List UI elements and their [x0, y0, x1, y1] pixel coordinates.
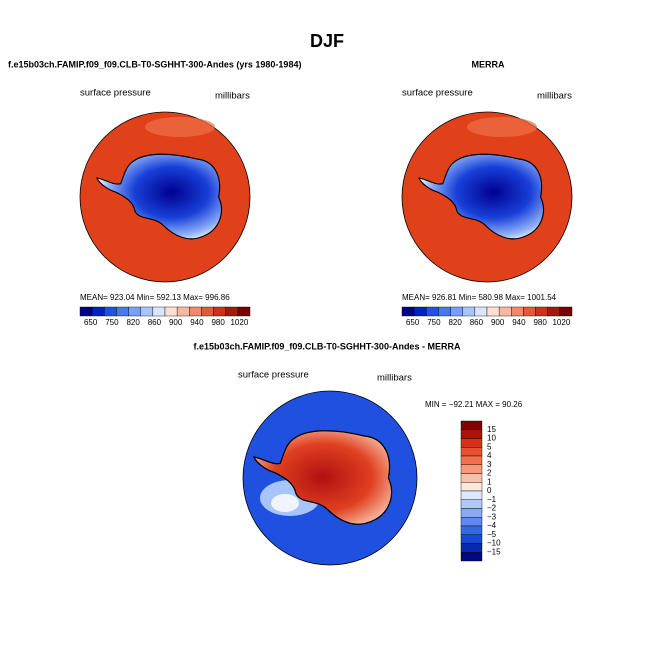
- colorbar-box: [460, 473, 483, 483]
- map-anomaly: [145, 117, 215, 137]
- panel-title: MERRA: [472, 59, 505, 69]
- colorbar-label: 650: [406, 318, 420, 327]
- map-units: millibars: [537, 91, 572, 102]
- colorbar-label: 1020: [230, 318, 248, 327]
- colorbar-label: 650: [84, 318, 98, 327]
- colorbar-label: 15: [487, 425, 496, 434]
- colorbar-box: [460, 464, 483, 474]
- colorbar-label: 860: [148, 318, 162, 327]
- colorbar-label: 10: [487, 434, 496, 443]
- colorbar-box: [486, 306, 500, 317]
- colorbar-box: [79, 306, 93, 317]
- colorbar-box: [401, 306, 415, 317]
- colorbar-box: [116, 306, 129, 317]
- colorbar-label: 0: [487, 486, 492, 495]
- colorbar-label: 2: [487, 469, 492, 478]
- colorbar-label: −15: [487, 547, 501, 556]
- colorbar-box: [91, 306, 105, 317]
- colorbar-label: 5: [487, 442, 492, 451]
- colorbar-box: [450, 306, 463, 317]
- colorbar-label: 860: [470, 318, 484, 327]
- map-label: surface pressure: [402, 88, 473, 99]
- colorbar-box: [460, 455, 483, 465]
- colorbar-box: [460, 429, 483, 439]
- colorbar-box: [104, 306, 117, 317]
- colorbar-label: −10: [487, 539, 501, 548]
- colorbar-box: [152, 306, 166, 317]
- colorbar-box: [128, 306, 141, 317]
- map-label: surface pressure: [80, 88, 151, 99]
- colorbar-label: 980: [211, 318, 225, 327]
- colorbar-box: [547, 306, 561, 317]
- colorbar-label: 1: [487, 477, 492, 486]
- colorbar-label: −4: [487, 521, 497, 530]
- colorbar-box: [201, 306, 214, 317]
- colorbar-box: [523, 306, 536, 317]
- colorbar-box: [559, 306, 573, 317]
- panel-title: f.e15b03ch.FAMIP.f09_f09.CLB-T0-SGHHT-30…: [8, 59, 301, 69]
- colorbar-box: [460, 482, 483, 492]
- colorbar-box: [460, 525, 483, 535]
- colorbar-label: −3: [487, 512, 497, 521]
- colorbar-label: 750: [427, 318, 441, 327]
- colorbar-box: [460, 499, 483, 509]
- map-anomaly: [271, 494, 299, 512]
- colorbar-label: 900: [491, 318, 505, 327]
- colorbar-label: 1020: [552, 318, 570, 327]
- colorbar-box: [462, 306, 476, 317]
- colorbar-label: 820: [448, 318, 462, 327]
- colorbar-label: 820: [126, 318, 140, 327]
- colorbar-box: [460, 438, 483, 448]
- colorbar-box: [498, 306, 512, 317]
- colorbar-box: [511, 306, 524, 317]
- map-label: surface pressure: [238, 370, 309, 381]
- colorbar-box: [460, 447, 483, 457]
- colorbar-box: [474, 306, 488, 317]
- colorbar-box: [164, 306, 178, 317]
- colorbar-box: [225, 306, 239, 317]
- figure-title: DJF: [310, 31, 344, 51]
- map-anomaly: [467, 117, 537, 137]
- map-stats: MEAN= 926.81 Min= 580.98 Max= 1001.54: [402, 293, 557, 302]
- colorbar-box: [460, 508, 483, 518]
- colorbar-box: [460, 552, 483, 562]
- colorbar-label: 4: [487, 451, 492, 460]
- colorbar-label: 750: [105, 318, 119, 327]
- colorbar-box: [237, 306, 251, 317]
- colorbar-label: 940: [512, 318, 526, 327]
- colorbar-label: −5: [487, 530, 497, 539]
- colorbar-label: 940: [190, 318, 204, 327]
- colorbar-box: [460, 517, 483, 527]
- colorbar-label: −2: [487, 504, 497, 513]
- map-units: millibars: [377, 373, 412, 384]
- colorbar-box: [460, 490, 483, 500]
- map-stats: MEAN= 923.04 Min= 592.13 Max= 996.86: [80, 293, 230, 302]
- colorbar-box: [426, 306, 439, 317]
- colorbar-box: [460, 534, 483, 544]
- colorbar-box: [189, 306, 202, 317]
- colorbar-box: [460, 543, 483, 553]
- panel-title: f.e15b03ch.FAMIP.f09_f09.CLB-T0-SGHHT-30…: [194, 341, 461, 351]
- map-units: millibars: [215, 91, 250, 102]
- colorbar-box: [460, 420, 483, 430]
- map-stats: MIN = −92.21 MAX = 90.26: [425, 400, 523, 409]
- colorbar-box: [140, 306, 154, 317]
- colorbar-box: [438, 306, 451, 317]
- colorbar-label: 980: [533, 318, 547, 327]
- colorbar-box: [413, 306, 427, 317]
- colorbar-label: −1: [487, 495, 497, 504]
- colorbar-label: 900: [169, 318, 183, 327]
- colorbar-label: 3: [487, 460, 492, 469]
- colorbar-box: [535, 306, 548, 317]
- colorbar-box: [213, 306, 226, 317]
- colorbar-box: [176, 306, 190, 317]
